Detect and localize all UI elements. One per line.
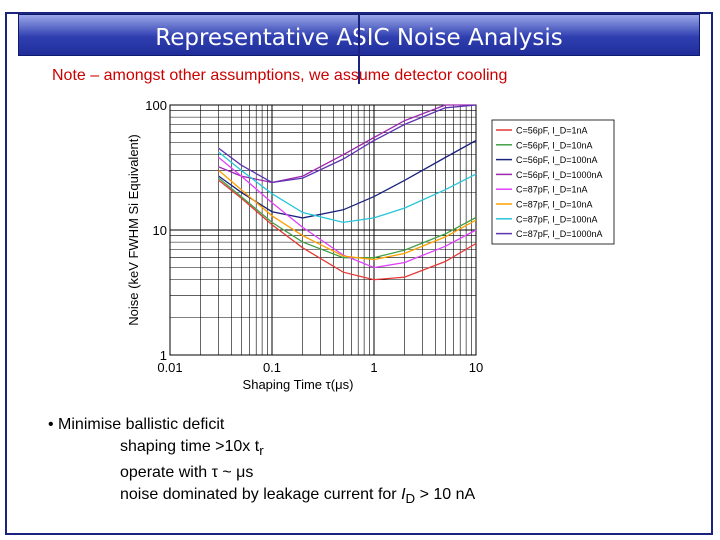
legend-label-7: C=87pF, I_D=100nA — [516, 214, 598, 224]
legend-label-1: C=56pF, I_D=1nA — [516, 126, 588, 136]
legend-label-4: C=56pF, I_D=1000nA — [516, 170, 603, 180]
x-tick-label: 0.01 — [157, 360, 182, 375]
bullet-main: • Minimise ballistic deficit — [48, 416, 225, 433]
bullet-sub-leakage: noise dominated by leakage current for I… — [48, 484, 475, 510]
legend-label-5: C=87pF, I_D=1nA — [516, 185, 588, 195]
bullet-sub-leakage-var: I — [401, 486, 406, 504]
x-axis-label: Shaping Time τ(μs) — [243, 377, 354, 392]
y-tick-label: 10 — [153, 223, 167, 238]
y-tick-label: 1 — [160, 348, 167, 363]
bullet-sub-shaping-subscript: r — [259, 443, 264, 459]
legend-box — [491, 119, 615, 245]
series-line-7 — [218, 151, 477, 224]
series-line-8 — [218, 104, 477, 184]
legend-label-8: C=87pF, I_D=1000nA — [516, 229, 603, 239]
bullet-block: • Minimise ballistic deficit shaping tim… — [48, 414, 475, 510]
x-tick-label: 1 — [370, 360, 377, 375]
bullet-sub-shaping-text: shaping time >10x t — [120, 438, 260, 455]
series-line-6 — [218, 169, 477, 261]
x-tick-label: 10 — [469, 360, 483, 375]
bullet-sub-operate: operate with τ ~ μs — [120, 464, 254, 482]
y-tick-label: 100 — [145, 98, 167, 113]
series-line-2 — [218, 177, 477, 259]
bullet-sub-leakage-subscript: D — [405, 491, 416, 507]
legend-label-6: C=87pF, I_D=10nA — [516, 200, 593, 210]
note-text: Note – amongst other assumptions, we ass… — [52, 67, 508, 84]
bullet-sub-leakage-pre: noise dominated by leakage current for — [120, 486, 402, 504]
title-divider — [358, 14, 360, 84]
noise-chart: 0.01 0.1 1 10 1 10 100 Shaping Time τ(μs) Noise … — [126, 98, 615, 392]
series-line-4 — [218, 104, 476, 184]
legend-label-3: C=56pF, I_D=100nA — [516, 155, 598, 165]
series-line-5 — [218, 156, 477, 269]
x-tick-label: 0.1 — [263, 360, 281, 375]
bullet-sub-leakage-post: > 10 nA — [415, 486, 476, 504]
slide-frame — [5, 12, 713, 535]
bullet-sub-shaping: shaping time >10x tr — [48, 436, 475, 462]
series-line-1 — [218, 179, 477, 281]
y-axis-label: Noise (keV FWHM Si Equivalent) — [126, 134, 141, 325]
legend-label-2: C=56pF, I_D=10nA — [516, 140, 593, 150]
